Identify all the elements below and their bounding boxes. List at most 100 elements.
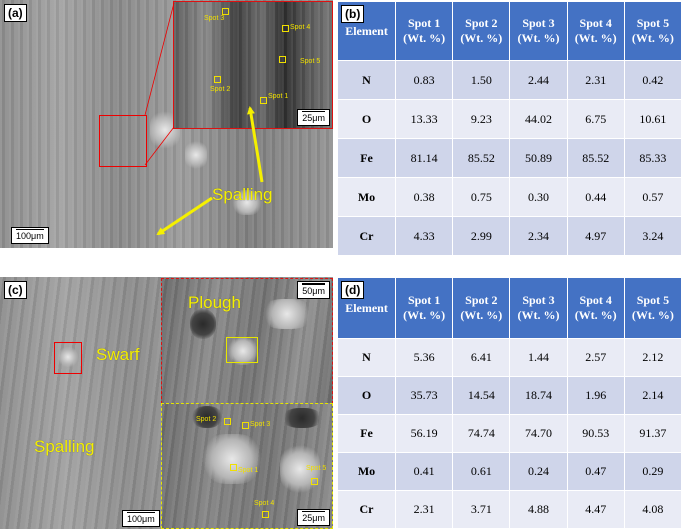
spot-label-4: Spot 4 [254,500,275,507]
element-cell: O [338,100,396,138]
scale-bar-main: 100μm [122,509,160,527]
value-cell: 50.89 [510,139,567,177]
value-cell: 0.24 [510,453,567,490]
scale-bar-text: 100μm [16,231,44,241]
value-cell: 2.31 [396,491,453,528]
scale-bar-line [127,511,155,513]
element-cell: Cr [338,491,396,528]
value-cell: 74.74 [453,415,510,452]
value-cell: 4.33 [396,217,453,255]
composition-table-b: Element Spot 1 (Wt. %) Spot 2 (Wt. %) Spot… [337,1,682,256]
value-cell: 0.29 [624,453,681,490]
scale-bar-inset-top: 50μm [297,281,330,299]
element-cell: O [338,377,396,414]
value-cell: 1.50 [453,61,510,99]
header-unit: (Wt. %) [517,308,560,322]
spalling-annotation: Spalling [34,437,95,456]
scale-bar-line [302,283,325,285]
composition-table-d: Element Spot 1 (Wt. %) Spot 2 (Wt. %) Spot… [337,277,682,529]
header-element: Element [338,278,396,338]
scale-bar-inset-bottom: 25μm [297,508,330,526]
value-cell: 6.41 [453,339,510,376]
header-unit: (Wt. %) [403,308,446,322]
spalling-annotation: Spalling [212,185,273,204]
value-cell: 0.75 [453,178,510,216]
element-cell: N [338,61,396,99]
header-spot-5: Spot 5 (Wt. %) [624,2,681,60]
spot-label-5: Spot 5 [300,58,321,65]
wear-pit [192,406,222,428]
spot-marker-5 [279,56,286,63]
table-header-row: Element Spot 1 (Wt. %) Spot 2 (Wt. %) Spot… [338,278,681,338]
value-cell: 91.37 [624,415,681,452]
plough-annotation: Plough [188,293,241,312]
scale-bar-line [16,228,44,230]
element-cell: Mo [338,178,396,216]
value-cell: 2.99 [453,217,510,255]
debris-patch [228,337,258,365]
value-cell: 0.42 [624,61,681,99]
table-header-row: Element Spot 1 (Wt. %) Spot 2 (Wt. %) Spot… [338,2,681,60]
header-text: Spot 4 [579,16,612,30]
wear-pit [190,309,216,339]
header-unit: (Wt. %) [631,31,674,45]
spot-marker-4 [282,25,289,32]
debris-patch [202,434,262,484]
spot-label-1: Spot 1 [238,467,259,474]
header-text: Spot 1 [407,293,441,307]
header-unit: (Wt. %) [517,31,560,45]
table-row: O 35.73 14.54 18.74 1.96 2.14 [338,377,681,414]
spot-marker-5 [311,478,318,485]
value-cell: 0.44 [567,178,624,216]
value-cell: 35.73 [396,377,453,414]
table-row: O 13.33 9.23 44.02 6.75 10.61 [338,100,681,138]
spot-label-5: Spot 5 [306,465,327,472]
scale-bar-text: 25μm [302,513,325,523]
value-cell: 56.19 [396,415,453,452]
debris-patch [185,140,207,170]
panel-label-c: (c) [4,281,27,299]
value-cell: 0.57 [624,178,681,216]
table-row: Cr 4.33 2.99 2.34 4.97 3.24 [338,217,681,255]
value-cell: 1.44 [510,339,567,376]
value-cell: 85.52 [567,139,624,177]
header-text: Spot 2 [465,16,498,30]
spot-label-2: Spot 2 [210,86,231,93]
spot-marker-2 [224,418,231,425]
scale-bar-inset: 25μm [297,108,330,126]
table-row: Fe 81.14 85.52 50.89 85.52 85.33 [338,139,681,177]
value-cell: 0.30 [510,178,567,216]
sem-image-a: Spot 3 Spot 4 Spot 5 Spot 2 Spot 1 25μm … [0,0,333,248]
value-cell: 0.41 [396,453,453,490]
table-row: Mo 0.41 0.61 0.24 0.47 0.29 [338,453,681,490]
table-row: Cr 2.31 3.71 4.88 4.47 4.08 [338,491,681,528]
sem-image-c: Plough 50μm Spot 2 Spot 3 Spot 1 Spot 5 … [0,277,333,529]
value-cell: 0.47 [567,453,624,490]
eds-table-b: Element Spot 1 (Wt. %) Spot 2 (Wt. %) Spot… [337,1,682,256]
element-cell: Mo [338,453,396,490]
panel-label-d: (d) [341,281,365,299]
value-cell: 3.24 [624,217,681,255]
inset-image-c-bottom: Spot 2 Spot 3 Spot 1 Spot 5 Spot 4 25μm [161,403,333,529]
element-cell: N [338,339,396,376]
value-cell: 2.31 [567,61,624,99]
header-unit: (Wt. %) [460,31,503,45]
header-unit: (Wt. %) [574,31,617,45]
header-spot-3: Spot 3 (Wt. %) [510,278,567,338]
wear-pit [282,408,322,428]
value-cell: 0.83 [396,61,453,99]
value-cell: 5.36 [396,339,453,376]
header-spot-5: Spot 5 (Wt. %) [624,278,681,338]
value-cell: 3.71 [453,491,510,528]
spot-marker-1 [260,97,267,104]
value-cell: 2.44 [510,61,567,99]
header-text: Spot 5 [636,293,670,307]
spot-label-3: Spot 3 [204,15,225,22]
spot-marker-3 [242,422,249,429]
value-cell: 1.96 [567,377,624,414]
zoom-region-box [99,115,147,167]
header-spot-1: Spot 1 (Wt. %) [396,2,453,60]
value-cell: 4.97 [567,217,624,255]
value-cell: 90.53 [567,415,624,452]
value-cell: 2.34 [510,217,567,255]
